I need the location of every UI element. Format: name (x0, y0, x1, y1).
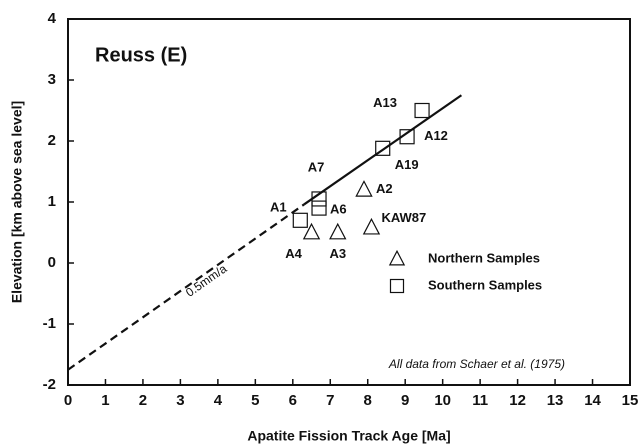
x-tick-label: 4 (214, 392, 223, 409)
point-label: A13 (373, 95, 397, 110)
square-marker (375, 140, 391, 156)
square-marker (414, 102, 430, 119)
chart-title: Reuss (E) (95, 44, 187, 66)
square-marker (311, 200, 327, 216)
x-tick-label: 11 (472, 392, 488, 409)
x-tick-label: 6 (289, 392, 297, 409)
y-tick-label: -1 (43, 315, 56, 332)
triangle-marker (362, 217, 381, 235)
x-tick-label: 12 (509, 392, 526, 409)
x-tick-label: 15 (622, 392, 639, 409)
point-label: A7 (308, 159, 325, 174)
point-label: A19 (395, 157, 419, 172)
x-tick-label: 8 (364, 392, 372, 409)
trend-line (67, 203, 305, 371)
y-tick-label: 4 (48, 10, 57, 27)
square-marker (292, 212, 308, 228)
x-tick-label: 1 (101, 392, 109, 409)
y-tick-label: 2 (48, 132, 56, 149)
point-label: A3 (329, 246, 346, 261)
point-label: A1 (270, 200, 287, 215)
x-tick-label: 13 (547, 392, 564, 409)
x-tick-label: 0 (64, 392, 72, 409)
x-tick-label: 5 (251, 392, 259, 409)
x-tick-label: 10 (434, 392, 451, 409)
y-tick-label: -2 (43, 376, 56, 393)
triangle-marker (329, 222, 347, 240)
trend-label: 0.5mm/a (183, 261, 230, 299)
point-label: A2 (376, 181, 393, 196)
square-marker (389, 278, 405, 294)
square-marker (399, 129, 415, 145)
y-tick-label: 1 (48, 193, 56, 210)
y-tick-label: 3 (48, 71, 56, 88)
x-tick-label: 2 (139, 392, 147, 409)
square-marker (311, 191, 327, 207)
triangle-marker (302, 222, 321, 240)
legend-label: Southern Samples (428, 277, 542, 292)
annotation: All data from Schaer et al. (1975) (388, 357, 565, 371)
x-tick-label: 3 (176, 392, 184, 409)
triangle-marker (388, 249, 406, 266)
legend (381, 241, 571, 301)
legend-label: Northern Samples (428, 250, 540, 265)
point-label: A12 (424, 128, 448, 143)
point-label: A4 (285, 246, 302, 261)
y-tick-label: 0 (48, 254, 56, 271)
x-axis-label: Apatite Fission Track Age [Ma] (247, 428, 450, 444)
point-label: A6 (330, 202, 347, 217)
x-tick-label: 9 (401, 392, 409, 409)
x-tick-label: 14 (584, 392, 601, 409)
trend-line (303, 94, 463, 206)
plot-frame (67, 18, 631, 386)
y-axis-label: Elevation [km above sea level] (9, 101, 25, 303)
triangle-marker (355, 180, 373, 197)
x-tick-label: 7 (326, 392, 334, 409)
point-label: KAW87 (381, 210, 426, 225)
